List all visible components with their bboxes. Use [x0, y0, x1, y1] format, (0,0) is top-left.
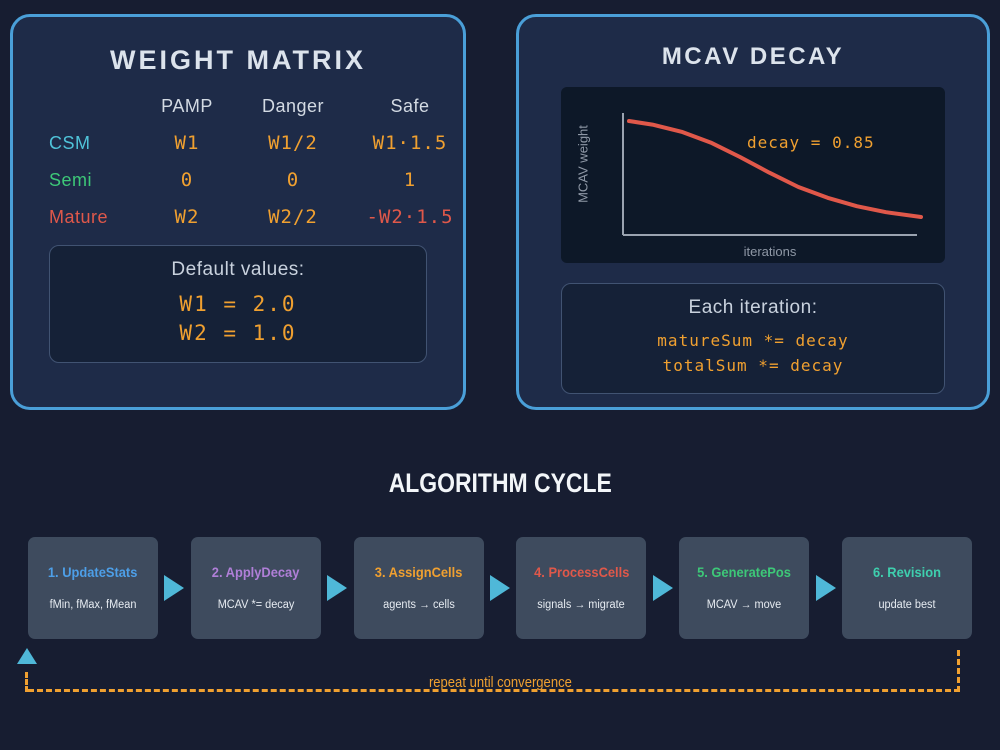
step-subtitle: MCAV *= decay — [217, 599, 295, 611]
step-process-cells: 4. ProcessCells signals → migrate — [516, 537, 647, 639]
decay-curve — [627, 119, 923, 219]
each-iteration-line: matureSum *= decay — [657, 331, 849, 350]
matrix-cell: W1/2 — [268, 132, 318, 154]
algorithm-cycle-title: ALGORITHM CYCLE — [388, 468, 612, 498]
step-subtitle: signals → migrate — [537, 599, 626, 611]
step-subtitle: fMin, fMax, fMean — [49, 599, 137, 611]
flow-arrow-icon — [327, 575, 348, 601]
feedback-loop-label: repeat until convergence — [428, 675, 572, 691]
step-title: 4. ProcessCells — [533, 564, 629, 580]
default-value-w1: W1 = 2.0 — [179, 292, 297, 316]
matrix-cell: -W2·1.5 — [366, 206, 454, 228]
col-header-pamp: PAMP — [161, 96, 213, 116]
decay-annotation: decay = 0.85 — [747, 133, 875, 152]
step-assign-cells: 3. AssignCells agents → cells — [353, 537, 484, 639]
feedback-loop-label-wrap: repeat until convergence — [0, 674, 1000, 692]
matrix-cell: W2/2 — [268, 206, 318, 228]
step-generate-pos: 5. GeneratePos MCAV → move — [679, 537, 810, 639]
matrix-cell: 0 — [286, 169, 300, 191]
step-title: 1. UpdateStats — [48, 564, 138, 580]
step-title: 3. AssignCells — [374, 564, 463, 580]
step-apply-decay: 2. ApplyDecay MCAV *= decay — [190, 537, 321, 639]
mcav-decay-title: MCAV DECAY — [661, 43, 845, 70]
feedback-loop-left-dash — [25, 672, 28, 692]
each-iteration-line: totalSum *= decay — [662, 356, 844, 375]
feedback-loop-path — [17, 648, 960, 692]
col-header-safe: Safe — [390, 96, 430, 116]
weight-matrix-panel: WEIGHT MATRIX PAMP Danger Safe CSM W1 W1… — [10, 14, 466, 410]
algorithm-flow: 1. UpdateStats fMin, fMax, fMean 2. Appl… — [28, 537, 972, 639]
weight-matrix-table: PAMP Danger Safe CSM W1 W1/2 W1·1.5 Semi… — [49, 96, 463, 228]
step-title: 6. Revision — [872, 564, 941, 580]
flow-arrow-icon — [489, 575, 510, 601]
step-title: 2. ApplyDecay — [211, 564, 300, 580]
loop-up-arrow-icon — [17, 648, 37, 664]
row-label-csm: CSM — [49, 132, 91, 153]
y-axis-label: MCAV weight — [575, 125, 591, 204]
step-title: 5. GeneratePos — [697, 564, 792, 580]
row-label-mature: Mature — [49, 206, 109, 227]
flow-arrow-icon — [652, 575, 673, 601]
x-axis-label: iterations — [743, 244, 797, 259]
default-values-title: Default values: — [171, 259, 305, 280]
step-update-stats: 1. UpdateStats fMin, fMax, fMean — [28, 537, 158, 639]
step-subtitle: agents → cells — [382, 599, 455, 611]
matrix-cell: 1 — [403, 169, 417, 191]
col-header-danger: Danger — [261, 96, 325, 116]
matrix-cell: W2 — [174, 206, 200, 228]
default-values-panel: Default values: W1 = 2.0 W2 = 1.0 — [49, 245, 427, 363]
decay-plot-svg — [622, 113, 923, 236]
each-iteration-title: Each iteration: — [688, 297, 818, 318]
matrix-cell: W1·1.5 — [372, 132, 448, 154]
flow-arrow-icon — [815, 575, 836, 601]
default-value-w2: W2 = 1.0 — [179, 321, 297, 345]
step-subtitle: MCAV → move — [706, 599, 782, 611]
mcav-decay-panel: MCAV DECAY MCAV weight iterations decay … — [516, 14, 990, 410]
row-label-semi: Semi — [49, 169, 93, 190]
matrix-cell: W1 — [174, 132, 200, 154]
each-iteration-panel: Each iteration: matureSum *= decay total… — [561, 283, 945, 394]
step-revision: 6. Revision update best — [841, 537, 972, 639]
flow-arrow-icon — [164, 575, 185, 601]
weight-matrix-title: WEIGHT MATRIX — [110, 45, 366, 75]
algorithm-cycle-heading: ALGORITHM CYCLE — [0, 468, 1000, 499]
step-subtitle: update best — [878, 599, 936, 611]
decay-plot: MCAV weight iterations decay = 0.85 — [561, 87, 945, 263]
matrix-cell: 0 — [180, 169, 194, 191]
